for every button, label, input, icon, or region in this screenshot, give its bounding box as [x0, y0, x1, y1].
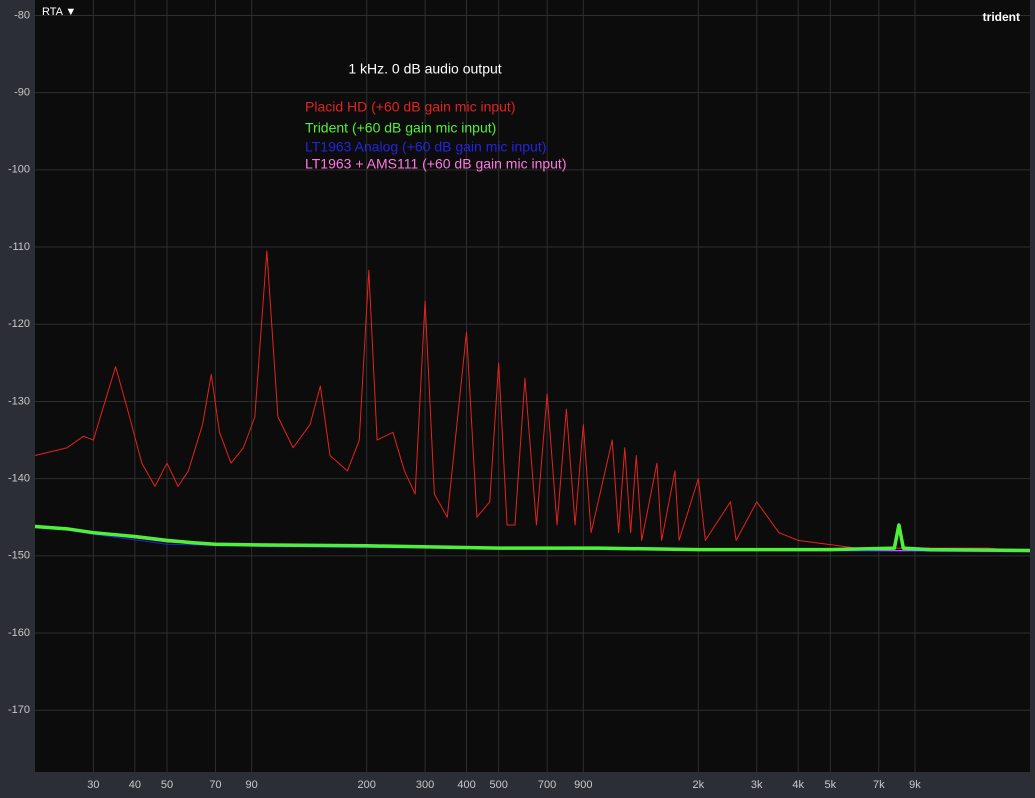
x-tick-label: 70 — [209, 779, 221, 791]
y-tick-label: -170 — [8, 704, 30, 716]
x-tick-label: 9k — [909, 779, 921, 791]
x-tick-label: 3k — [751, 779, 763, 791]
y-tick-label: -130 — [8, 395, 30, 407]
legend-entry: LT1963 + AMS111 (+60 dB gain mic input) — [305, 156, 567, 172]
y-tick-label: -90 — [14, 87, 30, 99]
x-tick-label: 90 — [246, 779, 258, 791]
y-tick-label: -80 — [14, 9, 30, 21]
x-tick-label: 900 — [574, 779, 592, 791]
series-line — [34, 523, 1031, 553]
x-tick-label: 400 — [457, 779, 475, 791]
chart-title: 1 kHz. 0 dB audio output — [348, 61, 501, 77]
y-tick-label: -150 — [8, 550, 30, 562]
y-tick-label: -100 — [8, 164, 30, 176]
x-tick-label: 200 — [357, 779, 375, 791]
lines — [34, 250, 1031, 553]
x-tick-label: 5k — [825, 779, 837, 791]
y-tick-label: -160 — [8, 627, 30, 639]
y-tick-label: -110 — [9, 241, 30, 253]
x-tick-label: 40 — [129, 779, 141, 791]
legend-entry: Placid HD (+60 dB gain mic input) — [305, 99, 516, 115]
y-tick-label: -120 — [8, 318, 30, 330]
series-line — [34, 250, 1031, 553]
x-tick-label: 7k — [873, 779, 885, 791]
x-tick-label: 500 — [489, 779, 507, 791]
x-tick-label: 4k — [792, 779, 804, 791]
y-tick-label: -140 — [8, 473, 30, 485]
legend-entry: LT1963 Analog (+60 dB gain mic input) — [305, 139, 546, 155]
x-tick-label: 300 — [416, 779, 434, 791]
x-tick-label: 700 — [538, 779, 556, 791]
legend-entry: Trident (+60 dB gain mic input) — [305, 120, 496, 136]
plot-area — [35, 0, 1030, 772]
x-tick-label: 50 — [161, 779, 173, 791]
device-name: trident — [983, 10, 1020, 24]
x-tick-label: 30 — [87, 779, 99, 791]
x-tick-label: 2k — [693, 779, 705, 791]
grid — [35, 0, 1030, 772]
rta-button[interactable]: RTA ▼ — [42, 6, 76, 18]
